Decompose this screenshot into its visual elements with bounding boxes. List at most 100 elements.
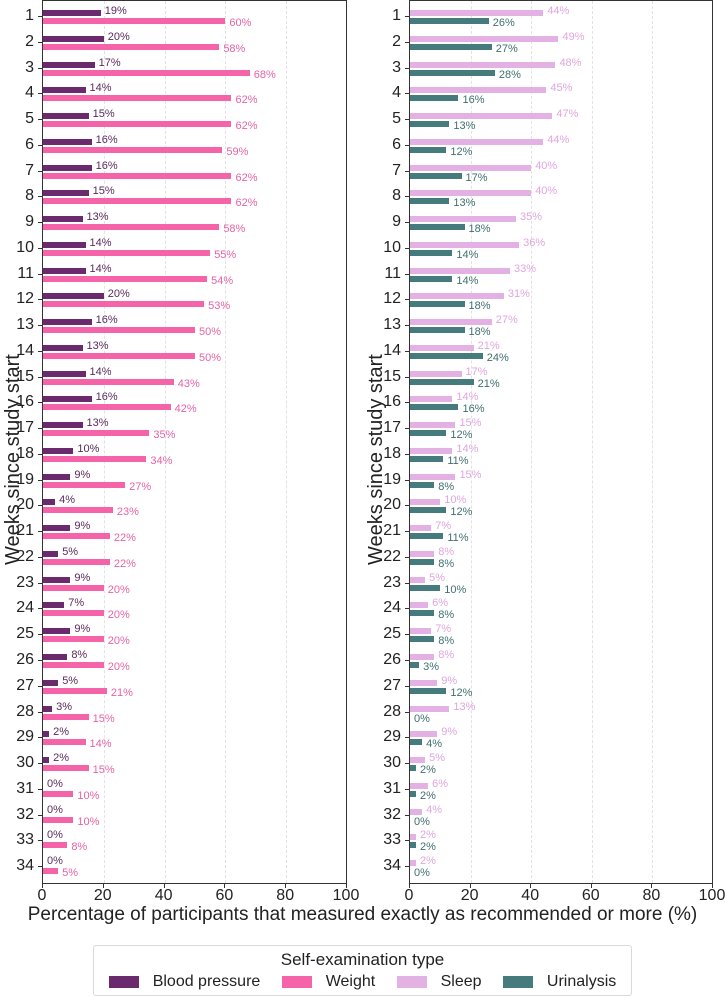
weight-bar — [43, 95, 232, 102]
y-tick-mark — [38, 93, 42, 95]
gridline — [286, 1, 288, 883]
data-label: 4% — [426, 803, 443, 816]
y-tick-label: 3 — [25, 58, 34, 76]
data-label: 60% — [229, 17, 252, 29]
x-tick-mark — [530, 884, 532, 888]
urinalysis-swatch — [502, 976, 533, 988]
data-label: 20% — [107, 583, 130, 596]
blood-pressure-bar — [43, 396, 92, 403]
data-label: 0% — [47, 855, 63, 868]
sleep-bar — [410, 190, 532, 197]
sleep-bar — [410, 654, 435, 660]
y-tick-label: 13 — [383, 316, 401, 334]
legend-item-weight: Weight — [281, 973, 375, 991]
y-tick-label: 2 — [25, 32, 34, 50]
x-tick-label: 60 — [215, 887, 234, 904]
blood-pressure-bar — [43, 473, 71, 480]
data-label: 20% — [107, 609, 130, 622]
weight-bar — [43, 404, 171, 411]
x-tick-label: 20 — [93, 887, 112, 904]
data-label: 2% — [420, 764, 436, 777]
y-tick-label: 26 — [383, 651, 401, 668]
y-tick-label: 14 — [383, 341, 401, 359]
sleep-bar — [410, 10, 544, 16]
data-label: 27% — [495, 314, 518, 327]
data-label: 14% — [89, 236, 112, 249]
x-tick-mark — [469, 884, 471, 888]
data-label: 17% — [98, 56, 121, 69]
blood-pressure-bar — [43, 10, 101, 16]
weight-bar — [43, 301, 205, 308]
sleep-bar — [410, 525, 432, 532]
y-tick-label: 34 — [383, 857, 401, 875]
y-tick-mark — [38, 479, 42, 481]
data-label: 11% — [447, 454, 469, 467]
weight-bar — [43, 558, 110, 565]
urinalysis-bar — [410, 739, 423, 746]
data-label: 20% — [107, 661, 130, 673]
gridline — [225, 1, 227, 883]
data-label: 16% — [95, 133, 118, 146]
blood-pressure-bar — [43, 602, 65, 609]
y-tick-label: 30 — [16, 754, 34, 772]
x-tick-mark — [651, 884, 653, 888]
sleep-bar — [410, 267, 510, 274]
x-tick-label: 80 — [276, 887, 295, 904]
data-label: 8% — [71, 649, 88, 661]
urinalysis-bar — [410, 198, 450, 205]
y-tick-mark — [405, 196, 409, 198]
y-tick-label: 9 — [25, 213, 34, 231]
data-label: 21% — [477, 377, 500, 390]
data-label: 24% — [486, 351, 509, 364]
data-label: 58% — [223, 42, 246, 55]
sleep-bar — [410, 499, 441, 506]
blood-pressure-bar — [43, 499, 56, 506]
weight-bar — [43, 69, 250, 76]
y-tick-label: 15 — [383, 367, 401, 385]
x-tick-mark — [163, 884, 165, 888]
blood-pressure-bar — [43, 705, 53, 712]
x-tick-mark — [224, 884, 226, 888]
blood-pressure-bar — [43, 319, 92, 326]
sleep-bar — [410, 757, 426, 764]
data-label: 18% — [468, 326, 491, 339]
y-tick-mark — [405, 93, 409, 95]
weight-bar — [43, 765, 89, 772]
y-tick-mark — [38, 763, 42, 765]
right-panel-plot-area: 44% 26% 49% 27% 48% 28% 45% 16% 47% 13% 44% 12% 40% 1… — [409, 0, 713, 884]
data-label: 27% — [129, 480, 152, 493]
y-tick-label: 3 — [392, 58, 401, 76]
data-label: 9% — [74, 520, 91, 533]
y-tick-label: 1 — [392, 7, 401, 24]
data-label: 12% — [450, 686, 473, 699]
y-tick-mark — [38, 170, 42, 172]
data-label: 14% — [456, 442, 479, 455]
y-tick-mark — [405, 660, 409, 661]
data-label: 2% — [53, 752, 69, 765]
y-tick-mark — [405, 376, 409, 378]
y-tick-label: 31 — [16, 779, 34, 797]
y-tick-label: 16 — [16, 393, 34, 411]
data-label: 14% — [456, 274, 479, 287]
data-label: 15% — [92, 185, 115, 198]
x-tick-mark — [712, 884, 713, 888]
y-tick-label: 28 — [16, 702, 34, 720]
data-label: 40% — [535, 185, 558, 198]
data-label: 12% — [450, 506, 473, 519]
data-label: 7% — [435, 623, 452, 636]
sleep-bar — [410, 731, 438, 738]
sleep-bar — [410, 679, 438, 686]
urinalysis-bar — [410, 69, 495, 76]
weight-bar — [43, 739, 86, 746]
data-label: 49% — [562, 30, 585, 43]
data-label: 15% — [92, 712, 115, 725]
data-label: 15% — [459, 417, 482, 430]
data-label: 36% — [523, 236, 546, 249]
y-tick-mark — [38, 222, 42, 224]
data-label: 3% — [423, 661, 439, 673]
weight-bar — [43, 352, 195, 359]
data-label: 8% — [71, 841, 88, 854]
weight-bar — [43, 662, 104, 668]
weight-bar — [43, 146, 223, 153]
x-tick-label: 100 — [332, 887, 360, 904]
